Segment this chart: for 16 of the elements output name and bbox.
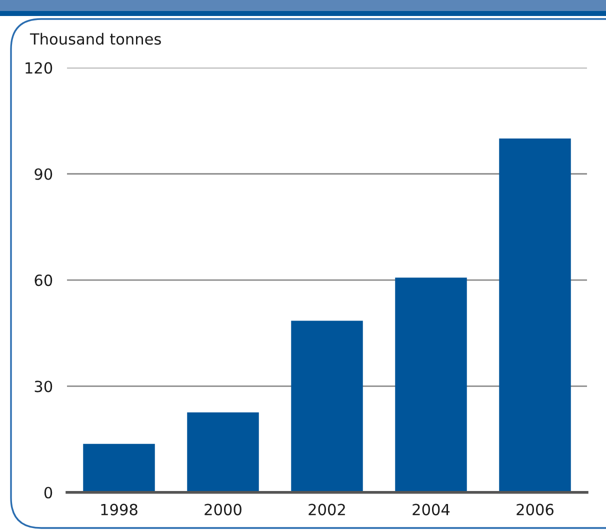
bar: [187, 412, 259, 492]
bar: [291, 320, 363, 492]
x-tick-label: 2004: [412, 504, 450, 516]
y-tick-label: 30: [34, 380, 52, 392]
bar: [499, 138, 571, 492]
y-tick-label: 90: [34, 168, 52, 180]
y-tick-label: 0: [44, 486, 52, 498]
x-tick-label: 2006: [516, 504, 554, 516]
y-tick-label: 60: [34, 274, 52, 286]
x-tick-label: 2002: [308, 504, 345, 516]
y-tick-label: 120: [26, 62, 52, 74]
y-axis-title: Thousand tonnes: [30, 32, 161, 45]
bar: [83, 444, 155, 492]
x-tick-label: 2000: [204, 504, 242, 516]
x-tick-label: 1998: [101, 504, 138, 516]
bar: [395, 278, 467, 492]
